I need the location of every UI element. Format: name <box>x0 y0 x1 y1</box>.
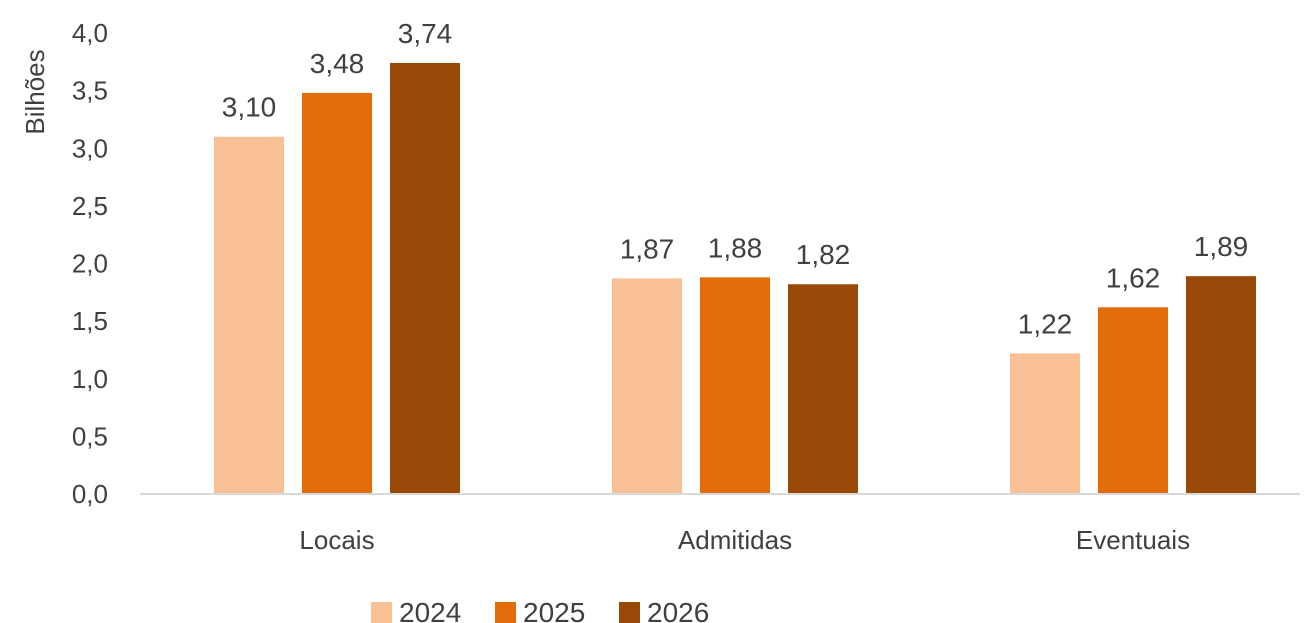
y-tick-label: 0,0 <box>72 479 108 509</box>
data-label: 1,22 <box>1018 308 1073 339</box>
legend-label: 2026 <box>647 597 709 623</box>
data-labels: 3,10 3,48 3,74 1,87 1,88 1,82 1,22 1,62 1,89 <box>222 18 1249 339</box>
data-label: 3,48 <box>310 48 365 79</box>
x-axis-categories: Locais Admitidas Eventuais <box>299 525 1190 555</box>
bar <box>390 62 460 495</box>
bar <box>214 136 284 494</box>
x-category-label: Locais <box>299 525 374 555</box>
y-tick-label: 4,0 <box>72 18 108 48</box>
data-label: 1,62 <box>1106 262 1161 293</box>
bar <box>1010 353 1080 494</box>
data-label: 1,88 <box>708 232 763 263</box>
data-label: 3,74 <box>398 18 453 49</box>
bar <box>612 278 682 494</box>
y-tick-label: 3,0 <box>72 133 108 163</box>
bars <box>214 62 1256 495</box>
legend: 2024 2025 2026 <box>371 597 709 623</box>
y-tick-label: 2,5 <box>72 191 108 221</box>
y-axis-ticks: 0,0 0,5 1,0 1,5 2,0 2,5 3,0 3,5 4,0 <box>72 18 108 509</box>
bar <box>700 277 770 494</box>
y-tick-label: 2,0 <box>72 249 108 279</box>
data-label: 1,89 <box>1194 231 1249 262</box>
y-axis-label: Bilhões <box>20 49 50 134</box>
data-label: 3,10 <box>222 92 277 123</box>
y-tick-label: 0,5 <box>72 421 108 451</box>
legend-label: 2024 <box>399 597 461 623</box>
bar <box>302 92 372 495</box>
bar <box>788 284 858 494</box>
y-tick-label: 3,5 <box>72 76 108 106</box>
data-label: 1,82 <box>796 239 851 270</box>
legend-swatch <box>619 602 640 623</box>
legend-swatch <box>371 602 392 623</box>
bar <box>1098 307 1168 494</box>
data-label: 1,87 <box>620 233 675 264</box>
legend-label: 2025 <box>523 597 585 623</box>
y-tick-label: 1,5 <box>72 306 108 336</box>
legend-swatch <box>495 602 516 623</box>
x-category-label: Admitidas <box>678 525 792 555</box>
bar <box>1186 276 1256 494</box>
x-category-label: Eventuais <box>1076 525 1190 555</box>
y-tick-label: 1,0 <box>72 364 108 394</box>
